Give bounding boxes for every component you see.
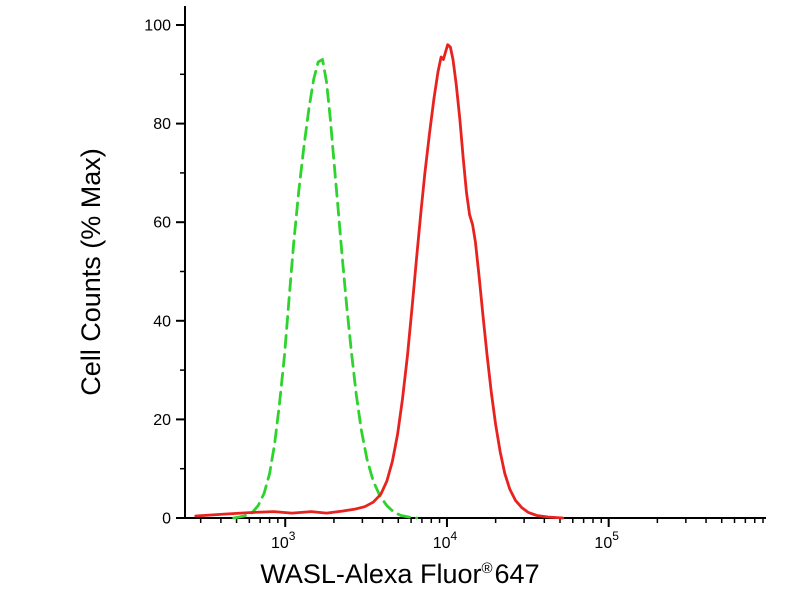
y-tick-label: 0	[162, 511, 171, 528]
y-tick-label: 80	[153, 116, 171, 133]
y-tick-label: 40	[153, 313, 171, 330]
x-axis-label: WASL-Alexa Fluor®647	[260, 559, 539, 589]
curves	[194, 43, 565, 520]
y-tick-label: 20	[153, 412, 171, 429]
axes: 0 20 40 60 80 100 103 104 105	[144, 6, 766, 552]
y-tick-label: 60	[153, 215, 171, 232]
x-tick-label: 105	[594, 529, 619, 552]
red-solid-curve	[194, 43, 565, 520]
x-tick-label: 103	[271, 529, 296, 552]
registered-trademark-icon: ®	[481, 560, 492, 577]
x-tick-label: 104	[433, 529, 458, 552]
green-dashed-curve	[232, 58, 419, 520]
y-axis-label: Cell Counts (% Max)	[76, 148, 106, 396]
x-axis-label-main: WASL-Alexa Fluor	[260, 559, 481, 589]
x-axis-label-suffix: 647	[495, 559, 540, 589]
y-tick-label: 100	[144, 18, 171, 35]
